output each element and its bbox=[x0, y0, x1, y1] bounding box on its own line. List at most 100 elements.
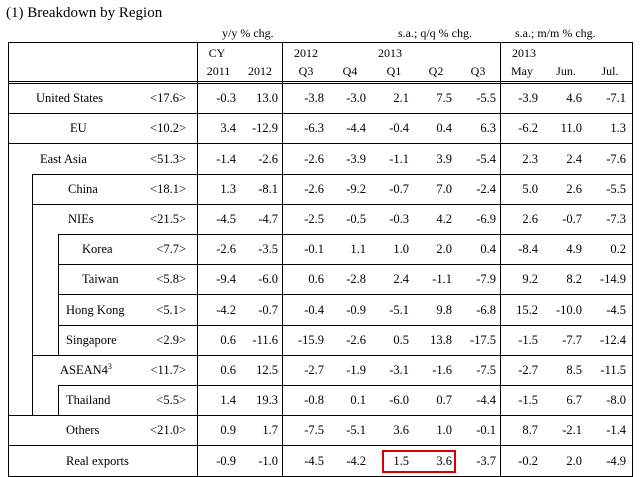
table-cell: -2.1 bbox=[562, 423, 582, 438]
table-cell: -5.5 bbox=[606, 181, 626, 196]
table-cell: 13.8 bbox=[430, 332, 452, 347]
column-header-m_year_2013: 2013 bbox=[512, 46, 536, 60]
table-cell: -3.7 bbox=[476, 453, 496, 468]
table-cell: 2.4 bbox=[566, 151, 582, 166]
table-cell: -5.5 bbox=[476, 91, 496, 106]
table-cell: -0.2 bbox=[518, 453, 538, 468]
row-label: ASEAN43 bbox=[60, 362, 112, 378]
row-share: <2.9> bbox=[156, 332, 186, 347]
table-right-border bbox=[632, 42, 633, 477]
table-cell: -12.9 bbox=[251, 121, 278, 136]
table-cell: -4.5 bbox=[216, 211, 236, 226]
subheader-yy: y/y % chg. bbox=[222, 26, 274, 40]
table-cell: 0.6 bbox=[308, 272, 324, 287]
table-cell: -8.4 bbox=[518, 242, 538, 257]
table-cell: -2.8 bbox=[346, 272, 366, 287]
table-cell: 1.5 bbox=[393, 453, 409, 468]
column-divider bbox=[282, 42, 283, 476]
row-label-text: Taiwan bbox=[82, 272, 119, 287]
table-cell: -14.9 bbox=[599, 272, 626, 287]
column-header-q4: Q4 bbox=[342, 64, 358, 78]
column-header-jun: Jun. bbox=[556, 64, 576, 78]
table-cell: -2.5 bbox=[304, 211, 324, 226]
table-cell: -3.8 bbox=[304, 91, 324, 106]
row-label: China bbox=[68, 181, 98, 197]
table-cell: -5.1 bbox=[389, 302, 409, 317]
table-cell: -0.3 bbox=[216, 91, 236, 106]
row-label: EU bbox=[70, 120, 87, 136]
row-divider bbox=[58, 264, 632, 266]
header-rule bbox=[8, 83, 632, 84]
table-cell: -3.0 bbox=[346, 91, 366, 106]
column-header-q_year_2012: 2012 bbox=[294, 46, 318, 60]
row-label: NIEs bbox=[68, 211, 94, 227]
table-cell: 0.7 bbox=[436, 393, 452, 408]
table-cell: 3.9 bbox=[436, 151, 452, 166]
column-header-q3b: Q3 bbox=[470, 64, 486, 78]
row-label: Thailand bbox=[66, 392, 110, 408]
row-share: <10.2> bbox=[150, 121, 186, 136]
table-cell: -1.1 bbox=[432, 272, 452, 287]
table-cell: -3.9 bbox=[518, 91, 538, 106]
table-cell: -4.2 bbox=[346, 453, 366, 468]
table-cell: -9.2 bbox=[346, 181, 366, 196]
row-share: <5.1> bbox=[156, 302, 186, 317]
row-label-text: United States bbox=[36, 91, 104, 106]
table-cell: 2.0 bbox=[436, 242, 452, 257]
table-cell: 0.4 bbox=[436, 121, 452, 136]
row-share: <21.0> bbox=[150, 423, 186, 438]
table-cell: 0.6 bbox=[220, 332, 236, 347]
table-cell: -6.3 bbox=[304, 121, 324, 136]
table-cell: 0.5 bbox=[393, 332, 409, 347]
table-cell: -4.9 bbox=[606, 453, 626, 468]
column-header-y2012: 2012 bbox=[248, 64, 272, 78]
table-cell: 9.8 bbox=[436, 302, 452, 317]
row-divider bbox=[58, 385, 632, 386]
row-label: Hong Kong bbox=[66, 302, 125, 318]
table-cell: -7.5 bbox=[476, 362, 496, 377]
row-share: <21.5> bbox=[150, 211, 186, 226]
row-divider bbox=[58, 294, 632, 296]
row-divider bbox=[58, 324, 632, 326]
table-cell: 9.2 bbox=[522, 272, 538, 287]
row-share: <51.3> bbox=[150, 151, 186, 166]
table-cell: 13.0 bbox=[256, 91, 278, 106]
table-cell: 4.2 bbox=[436, 211, 452, 226]
table-cell: -2.6 bbox=[304, 181, 324, 196]
subheader-qq: s.a.; q/q % chg. bbox=[398, 26, 472, 40]
table-cell: 0.2 bbox=[610, 242, 626, 257]
table-cell: 1.4 bbox=[220, 393, 236, 408]
table-cell: 7.5 bbox=[436, 91, 452, 106]
row-divider bbox=[32, 173, 632, 175]
column-header-q_year_2013: 2013 bbox=[378, 46, 402, 60]
row-label: Taiwan bbox=[82, 271, 119, 287]
table-cell: -6.9 bbox=[476, 211, 496, 226]
table-cell: 15.2 bbox=[516, 302, 538, 317]
row-share: <18.1> bbox=[150, 181, 186, 196]
table-cell: -4.2 bbox=[216, 302, 236, 317]
footnote-marker: 3 bbox=[107, 361, 112, 371]
row-label-text: Singapore bbox=[66, 332, 117, 347]
table-cell: -15.9 bbox=[297, 332, 324, 347]
row-divider bbox=[8, 143, 632, 145]
table-cell: -4.4 bbox=[476, 393, 496, 408]
table-cell: -4.5 bbox=[304, 453, 324, 468]
table-cell: -2.6 bbox=[216, 242, 236, 257]
table-cell: 1.1 bbox=[350, 242, 366, 257]
row-divider bbox=[58, 234, 632, 235]
table-cell: 2.6 bbox=[566, 181, 582, 196]
row-label-text: China bbox=[68, 181, 98, 196]
table-cell: 2.6 bbox=[522, 211, 538, 226]
column-header-q3a: Q3 bbox=[298, 64, 314, 78]
table-cell: -2.4 bbox=[476, 181, 496, 196]
table-cell: 3.4 bbox=[220, 121, 236, 136]
table-bottom-border bbox=[8, 475, 632, 477]
table-cell: 1.0 bbox=[393, 242, 409, 257]
table-cell: -7.9 bbox=[476, 272, 496, 287]
table-cell: -1.4 bbox=[606, 423, 626, 438]
table-cell: -0.9 bbox=[346, 302, 366, 317]
table-cell: 5.0 bbox=[522, 181, 538, 196]
table-cell: -3.9 bbox=[346, 151, 366, 166]
row-label: Others bbox=[66, 422, 99, 438]
row-divider bbox=[8, 445, 632, 447]
